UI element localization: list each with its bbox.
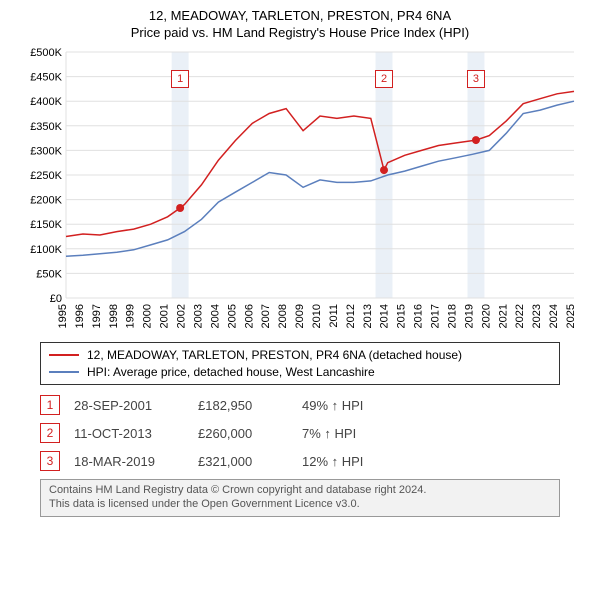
attribution-box: Contains HM Land Registry data © Crown c… (40, 479, 560, 517)
y-tick-label: £300K (30, 145, 62, 157)
x-tick-label: 2017 (430, 304, 442, 328)
transaction-price: £182,950 (198, 398, 288, 413)
x-tick-label: 2007 (260, 304, 272, 328)
x-tick-label: 2004 (209, 304, 221, 328)
transaction-price: £260,000 (198, 426, 288, 441)
x-tick-label: 2025 (565, 304, 577, 328)
transaction-row: 1 28-SEP-2001 £182,950 49% ↑ HPI (40, 395, 560, 415)
transaction-pct: 49% ↑ HPI (302, 398, 412, 413)
transaction-pct: 7% ↑ HPI (302, 426, 412, 441)
x-tick-label: 2011 (328, 304, 340, 328)
y-tick-label: £450K (30, 71, 62, 83)
y-tick-label: £200K (30, 194, 62, 206)
y-tick-label: £400K (30, 96, 62, 108)
title-line1: 12, MEADOWAY, TARLETON, PRESTON, PR4 6NA (10, 8, 590, 25)
x-tick-label: 2001 (159, 304, 171, 328)
x-tick-label: 2024 (548, 304, 560, 328)
marker-dot (380, 166, 388, 174)
x-tick-label: 2003 (192, 304, 204, 328)
x-tick-label: 2008 (277, 304, 289, 328)
x-tick-label: 2002 (176, 304, 188, 328)
legend-swatch (49, 371, 79, 373)
legend-swatch (49, 354, 79, 356)
x-tick-label: 1997 (91, 304, 103, 328)
x-tick-label: 1995 (57, 304, 69, 328)
marker-box-1: 1 (171, 70, 189, 88)
x-tick-label: 2000 (142, 304, 154, 328)
y-tick-label: £500K (30, 48, 62, 59)
transaction-date: 28-SEP-2001 (74, 398, 184, 413)
y-tick-label: £150K (30, 219, 62, 231)
y-tick-label: £350K (30, 121, 62, 133)
legend-item: 12, MEADOWAY, TARLETON, PRESTON, PR4 6NA… (49, 347, 551, 364)
transaction-row: 2 11-OCT-2013 £260,000 7% ↑ HPI (40, 423, 560, 443)
marker-dot (176, 204, 184, 212)
transaction-marker: 3 (40, 451, 60, 471)
x-tick-label: 2016 (413, 304, 425, 328)
chart-title: 12, MEADOWAY, TARLETON, PRESTON, PR4 6NA… (10, 8, 590, 42)
attribution-line1: Contains HM Land Registry data © Crown c… (49, 484, 551, 498)
x-tick-label: 2015 (396, 304, 408, 328)
x-tick-label: 2021 (497, 304, 509, 328)
x-tick-label: 2022 (514, 304, 526, 328)
legend-item: HPI: Average price, detached house, West… (49, 364, 551, 381)
transaction-marker: 1 (40, 395, 60, 415)
x-tick-label: 2010 (311, 304, 323, 328)
y-tick-label: £0 (50, 293, 62, 305)
x-tick-label: 2018 (446, 304, 458, 328)
transaction-price: £321,000 (198, 454, 288, 469)
marker-box-2: 2 (375, 70, 393, 88)
chart-area: £0 £50K £100K £150K £200K £250K £300K £350K £400… (10, 48, 590, 338)
legend: 12, MEADOWAY, TARLETON, PRESTON, PR4 6NA… (40, 342, 560, 386)
x-tick-label: 2005 (226, 304, 238, 328)
transaction-date: 18-MAR-2019 (74, 454, 184, 469)
legend-label: 12, MEADOWAY, TARLETON, PRESTON, PR4 6NA… (87, 347, 462, 364)
x-tick-label: 1999 (125, 304, 137, 328)
title-line2: Price paid vs. HM Land Registry's House … (10, 25, 590, 42)
y-tick-label: £100K (30, 244, 62, 256)
x-tick-label: 2014 (379, 304, 391, 328)
transactions-table: 1 28-SEP-2001 £182,950 49% ↑ HPI 2 11-OCT-201… (40, 395, 560, 471)
y-tick-label: £50K (36, 268, 62, 280)
x-tick-label: 2023 (531, 304, 543, 328)
x-tick-label: 2006 (243, 304, 255, 328)
transaction-marker: 2 (40, 423, 60, 443)
x-tick-label: 1998 (108, 304, 120, 328)
attribution-line2: This data is licensed under the Open Gov… (49, 498, 551, 512)
x-tick-label: 2012 (345, 304, 357, 328)
transaction-date: 11-OCT-2013 (74, 426, 184, 441)
x-tick-label: 2020 (480, 304, 492, 328)
x-tick-label: 2013 (362, 304, 374, 328)
legend-label: HPI: Average price, detached house, West… (87, 364, 375, 381)
y-tick-label: £250K (30, 170, 62, 182)
x-tick-label: 1996 (74, 304, 86, 328)
marker-dot (472, 136, 480, 144)
line-chart-svg: £0 £50K £100K £150K £200K £250K £300K £350K £400… (20, 48, 580, 338)
x-tick-label: 2009 (294, 304, 306, 328)
transaction-row: 3 18-MAR-2019 £321,000 12% ↑ HPI (40, 451, 560, 471)
marker-box-3: 3 (467, 70, 485, 88)
x-tick-label: 2019 (463, 304, 475, 328)
transaction-pct: 12% ↑ HPI (302, 454, 412, 469)
